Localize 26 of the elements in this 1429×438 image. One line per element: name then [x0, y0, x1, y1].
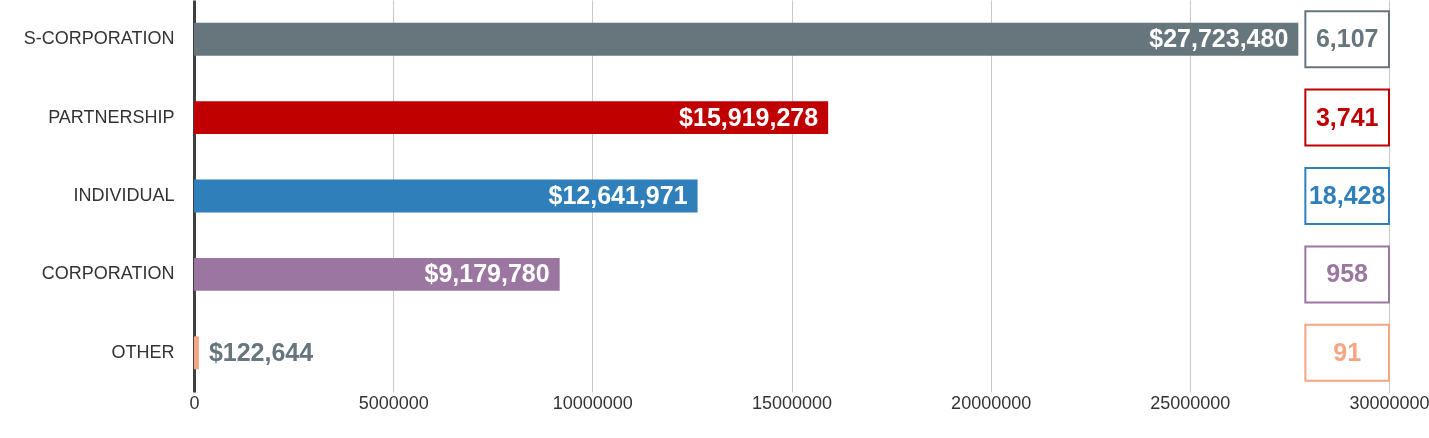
x-tick-label: 0: [189, 392, 200, 413]
x-tick-label: 30000000: [1349, 392, 1429, 413]
data-label: $27,723,480: [1149, 24, 1289, 53]
y-tick-label: OTHER: [111, 341, 175, 362]
x-tick-label: 20000000: [951, 392, 1032, 413]
annotation: 6,107: [1315, 24, 1379, 53]
y-tick-label: CORPORATION: [41, 263, 175, 284]
bar: [194, 101, 829, 135]
bar: [194, 336, 199, 370]
bar: [194, 257, 560, 291]
data-label: $122,644: [208, 337, 314, 366]
data-label: $12,641,971: [548, 181, 688, 209]
x-tick-label: 15000000: [751, 392, 833, 413]
annotation: 91: [1333, 337, 1362, 366]
y-tick-label: PARTNERSHIP: [48, 106, 175, 127]
x-tick-label: 25000000: [1150, 392, 1231, 413]
annotation: 958: [1326, 259, 1369, 288]
y-tick-label: INDIVIDUAL: [73, 185, 175, 205]
y-tick-label: S-CORPORATION: [23, 28, 175, 49]
x-tick-label: 5000000: [358, 392, 429, 413]
annotation: 3,741: [1315, 102, 1379, 131]
x-tick-label: 10000000: [552, 392, 633, 413]
data-label: $9,179,780: [424, 259, 550, 288]
data-label: $15,919,278: [679, 102, 819, 131]
bar: [194, 22, 1299, 56]
annotation: 18,428: [1308, 181, 1386, 209]
